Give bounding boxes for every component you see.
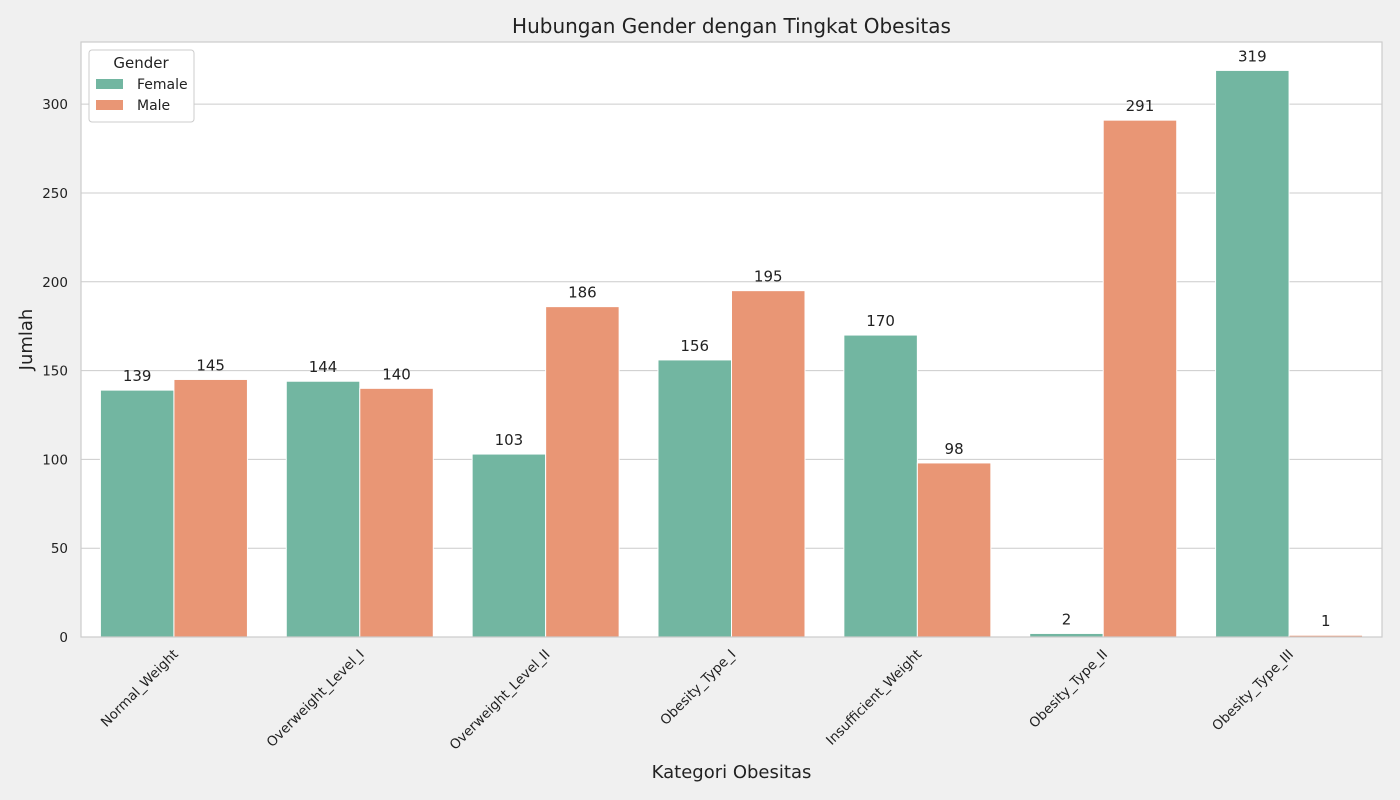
- x-tick-label: Normal_Weight: [98, 647, 182, 731]
- legend-label: Female: [137, 77, 188, 93]
- y-tick-label: 300: [42, 97, 68, 113]
- x-tick-label: Overweight_Level_I: [264, 647, 368, 751]
- legend-label: Male: [137, 98, 170, 114]
- legend-swatch: [96, 100, 123, 110]
- data-label: 139: [123, 367, 152, 385]
- y-tick-label: 50: [51, 541, 68, 557]
- bar: [99, 389, 175, 638]
- legend: Gender Female Male: [88, 49, 195, 123]
- x-tick-label: Insufficient_Weight: [823, 647, 925, 749]
- bar: [359, 387, 434, 638]
- y-axis-ticks: 0 50 100 150 200 250 300: [42, 97, 68, 646]
- data-label: 186: [568, 284, 597, 302]
- data-label: 319: [1238, 47, 1267, 65]
- plot-frame: [80, 41, 1383, 638]
- data-label: 103: [495, 431, 524, 449]
- data-label: 145: [196, 356, 225, 374]
- bar: [285, 380, 361, 638]
- bar: [1215, 69, 1290, 638]
- legend-swatch: [96, 79, 123, 89]
- data-label: 170: [866, 312, 895, 330]
- data-label: 144: [309, 358, 338, 376]
- data-labels: 139 145 144 140 103 186 156 195 170 98 2 291 319 1: [123, 47, 1331, 630]
- bars: [99, 69, 1364, 638]
- data-label: 2: [1062, 610, 1072, 628]
- y-tick-label: 150: [42, 364, 68, 380]
- data-label: 98: [945, 440, 964, 458]
- bar: [731, 290, 806, 638]
- data-label: 140: [382, 365, 411, 383]
- legend-items: Female Male: [96, 77, 188, 114]
- data-label: 195: [754, 268, 783, 286]
- legend-title: Gender: [113, 54, 169, 72]
- bar: [471, 453, 547, 638]
- y-tick-label: 250: [42, 186, 68, 202]
- bar: [657, 359, 732, 638]
- bar: [843, 334, 918, 638]
- x-axis-ticks: Normal_Weight Overweight_Level_I Overweigh…: [98, 647, 1297, 754]
- bar: [916, 462, 992, 638]
- bar: [545, 306, 620, 638]
- bar: [173, 378, 248, 638]
- y-tick-label: 100: [42, 452, 68, 468]
- data-label: 291: [1126, 97, 1155, 115]
- chart-title: Hubungan Gender dengan Tingkat Obesitas: [512, 14, 951, 38]
- y-axis-label: Jumlah: [16, 309, 37, 372]
- data-label: 156: [680, 337, 709, 355]
- x-tick-label: Obesity_Type_II: [1026, 647, 1111, 732]
- x-tick-label: Obesity_Type_III: [1209, 647, 1297, 735]
- data-label: 1: [1321, 612, 1331, 630]
- y-tick-label: 0: [59, 630, 68, 646]
- y-tick-label: 200: [42, 275, 68, 291]
- x-tick-label: Overweight_Level_II: [447, 647, 554, 754]
- bar: [1102, 119, 1178, 638]
- x-tick-label: Obesity_Type_I: [657, 647, 739, 729]
- x-axis-label: Kategori Obesitas: [652, 762, 812, 783]
